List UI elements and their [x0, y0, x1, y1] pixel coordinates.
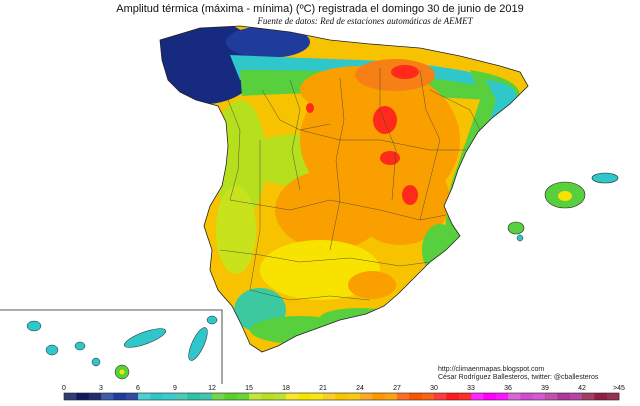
legend-swatch	[606, 393, 620, 400]
legend-tick-label: 9	[173, 385, 177, 392]
legend-swatch	[582, 393, 595, 400]
legend-swatch	[434, 393, 447, 400]
legend-tick-label: 27	[393, 385, 401, 392]
legend-swatch	[360, 393, 373, 400]
legend-swatch	[520, 393, 533, 400]
legend-tick-label: 6	[136, 385, 140, 392]
legend-swatch	[409, 393, 422, 400]
credits-author: César Rodríguez Ballesteros, twitter: @c…	[438, 374, 599, 381]
legend-swatch	[384, 393, 398, 400]
legend-swatch	[397, 393, 410, 400]
legend-tick-label: 42	[578, 385, 586, 392]
canary-islands-inset	[0, 309, 223, 384]
legend-swatch	[372, 393, 385, 400]
legend-swatch	[286, 393, 299, 400]
legend-swatch	[162, 393, 176, 400]
legend-tick-label: 18	[282, 385, 290, 392]
credits: http://climaenmapas.blogspot.com César R…	[438, 366, 598, 382]
legend-tick-label: 0	[62, 385, 66, 392]
legend-swatch	[495, 393, 509, 400]
map-title: Amplitud térmica (máxima - mínima) (ºC) …	[116, 3, 524, 15]
legend-swatch	[483, 393, 496, 400]
legend-swatch	[261, 393, 274, 400]
legend-swatch	[335, 393, 348, 400]
color-legend: 0 3 6 9 12 15 18 21 24 27 30 33 36 39 42 >45	[62, 385, 625, 401]
legend-swatch	[101, 393, 114, 400]
legend-swatch	[569, 393, 583, 400]
legend-swatch	[125, 393, 139, 400]
legend-swatch	[76, 393, 89, 400]
legend-tick-label: 12	[208, 385, 216, 392]
legend-swatch	[557, 393, 570, 400]
legend-swatch	[594, 393, 607, 400]
legend-tick-label: 21	[319, 385, 327, 392]
legend-swatch	[249, 393, 262, 400]
legend-swatch	[508, 393, 521, 400]
legend-swatch	[273, 393, 287, 400]
province-borders	[219, 68, 481, 301]
peninsula	[160, 26, 528, 352]
legend-swatch	[187, 393, 200, 400]
legend-swatch	[224, 393, 237, 400]
credits-url: http://climaenmapas.blogspot.com	[438, 366, 545, 373]
legend-swatch	[175, 393, 188, 400]
legend-swatch	[138, 393, 151, 400]
legend-swatch	[88, 393, 102, 400]
legend-tick-label: 3	[99, 385, 103, 392]
legend-swatch	[113, 393, 126, 400]
legend-swatch	[212, 393, 225, 400]
legend-swatch	[421, 393, 435, 400]
legend-swatch	[347, 393, 361, 400]
legend-swatch	[323, 393, 336, 400]
legend-tick-label: 15	[245, 385, 253, 392]
legend-tick-label: 33	[467, 385, 475, 392]
map-source: Fuente de datos: Red de estaciones autom…	[257, 16, 473, 26]
legend-tick-label: 30	[430, 385, 438, 392]
legend-swatch	[532, 393, 546, 400]
legend-tick-label: 24	[356, 385, 364, 392]
legend-swatch	[545, 393, 558, 400]
legend-tick-label: 39	[541, 385, 549, 392]
legend-swatch	[236, 393, 250, 400]
legend-swatch	[446, 393, 459, 400]
legend-tick-label: >45	[613, 385, 625, 392]
legend-swatch	[310, 393, 324, 400]
balearic-islands	[507, 172, 619, 242]
legend-frame	[63, 392, 620, 401]
legend-swatch	[150, 393, 163, 400]
legend-swatch	[64, 393, 77, 400]
legend-swatch	[298, 393, 311, 400]
legend-swatch	[458, 393, 472, 400]
legend-tick-label: 36	[504, 385, 512, 392]
legend-swatch	[199, 393, 213, 400]
legend-swatch	[471, 393, 484, 400]
